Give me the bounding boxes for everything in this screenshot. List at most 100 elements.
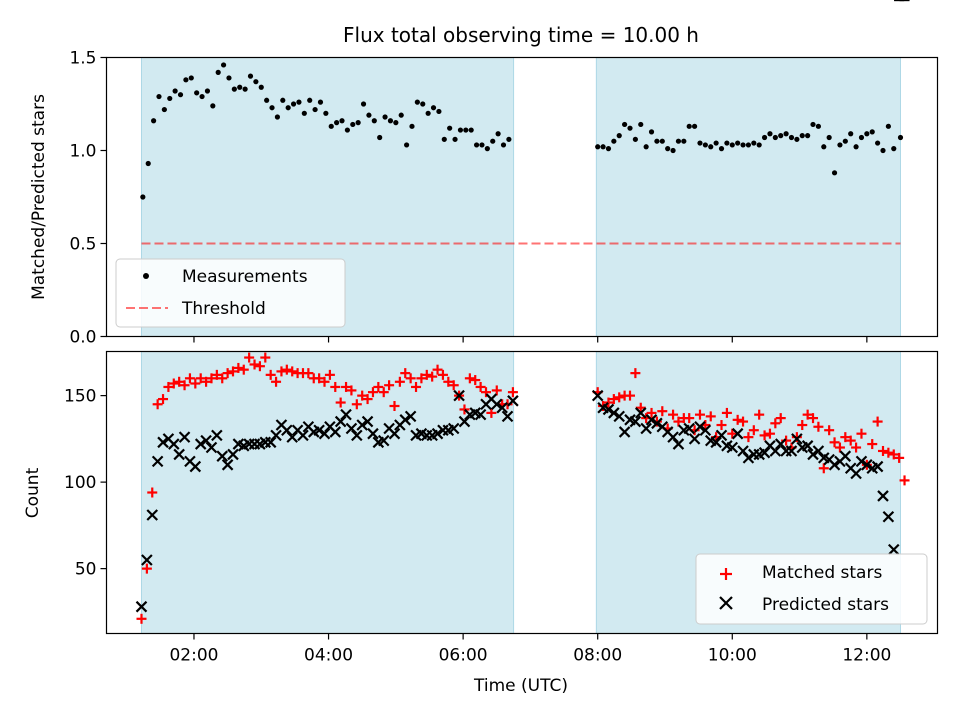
matched-star-point <box>883 447 894 458</box>
measurement-point <box>729 142 735 148</box>
measurement-point <box>242 86 248 92</box>
predicted-star-point <box>640 422 652 435</box>
measurement-point <box>339 118 345 124</box>
matched-star-point <box>222 368 233 379</box>
matched-star-point <box>421 369 432 380</box>
matched-star-point <box>727 428 738 439</box>
measurement-point <box>735 140 741 146</box>
measurement-point <box>794 136 800 142</box>
predicted-star-point <box>672 438 685 450</box>
predicted-star-point <box>205 441 218 454</box>
bottom-legend-box <box>695 553 928 625</box>
predicted-star-point <box>731 427 744 440</box>
matched-star-point <box>802 409 813 420</box>
measurement-point <box>654 138 660 144</box>
matched-star-point <box>721 407 732 418</box>
bottom-x-axis-ticks: 02:00 04:00 06:00 08:00 10:00 12:00 <box>169 633 891 666</box>
matched-star-point <box>770 418 781 429</box>
predicted-star-point <box>270 429 282 442</box>
measurement-point <box>210 103 216 109</box>
predicted-star-point <box>313 424 325 436</box>
matched-star-point <box>867 439 878 450</box>
matched-star-point <box>877 445 888 456</box>
bottom-xtick-label-5: 12:00 <box>842 646 891 666</box>
predicted-star-point <box>361 415 374 428</box>
predicted-star-point <box>861 459 873 471</box>
predicted-star-point <box>634 407 647 419</box>
bottom-ytick-label-1: 100 <box>64 473 96 493</box>
predicted-star-point <box>474 408 487 421</box>
legend-predicted-label: Predicted stars <box>762 595 889 615</box>
bottom-xtick-label-3: 08:00 <box>573 646 622 666</box>
matched-star-point <box>475 381 486 392</box>
bottom-xtick-label-2: 06:00 <box>439 646 488 666</box>
measurement-point <box>447 125 453 131</box>
matched-star-point <box>217 373 228 384</box>
measurement-point <box>506 136 512 142</box>
predicted-star-point <box>216 450 229 462</box>
matched-star-point <box>265 369 276 380</box>
predicted-star-point <box>882 510 895 523</box>
matched-star-point <box>754 409 765 420</box>
matched-star-point <box>324 369 335 380</box>
matched-star-point <box>481 387 492 398</box>
predicted-star-point <box>404 410 417 423</box>
predicted-star-point <box>694 420 706 433</box>
measurement-point <box>172 88 178 94</box>
measurement-point <box>199 93 205 100</box>
measurement-point <box>156 93 162 100</box>
measurement-point <box>697 140 703 146</box>
measurement-point <box>600 144 606 150</box>
measurement-point <box>317 99 324 105</box>
measurement-point <box>473 142 480 148</box>
predicted-star-point <box>618 426 631 438</box>
predicted-star-point <box>645 414 658 426</box>
matched-star-point <box>657 406 668 417</box>
predicted-star-point <box>447 422 460 435</box>
matched-star-point <box>373 381 384 392</box>
measurement-point <box>307 97 313 103</box>
measurement-point <box>622 121 628 128</box>
matched-star-point <box>743 432 754 443</box>
measurement-point <box>479 142 485 148</box>
predicted-star-point <box>151 455 164 468</box>
measurement-point <box>194 90 200 96</box>
matched-star-point <box>470 375 481 386</box>
matched-star-point <box>635 402 646 413</box>
measurement-point <box>858 134 865 141</box>
matched-star-point <box>357 390 368 401</box>
bottom-y-axis-ticks: 50 100 150 <box>64 387 107 580</box>
matched-star-point <box>330 381 341 392</box>
predicted-star-points <box>135 0 910 613</box>
matched-star-point <box>281 364 292 375</box>
measurement-point <box>761 134 768 141</box>
measurement-point <box>161 106 167 113</box>
measurement-point <box>436 108 442 115</box>
bottom-xtick-label-4: 10:00 <box>708 646 757 666</box>
measurement-point <box>420 101 426 107</box>
predicted-star-point <box>850 467 862 480</box>
measurement-point <box>643 144 649 150</box>
measurement-point <box>382 114 388 120</box>
matched-star-point <box>856 428 867 439</box>
matched-star-point <box>276 366 287 377</box>
predicted-star-point <box>377 434 390 447</box>
matched-star-point <box>603 397 614 408</box>
predicted-star-point <box>351 429 363 442</box>
matched-star-point <box>614 392 625 403</box>
predicted-star-point <box>146 509 159 521</box>
matched-star-point <box>195 373 206 384</box>
measurement-point <box>414 99 420 105</box>
predicted-star-point <box>189 460 202 473</box>
measurement-point <box>783 131 789 137</box>
matched-star-point <box>314 373 325 384</box>
matched-star-point <box>705 411 716 422</box>
matched-star-point <box>271 376 282 387</box>
matched-star-point <box>303 368 314 379</box>
top-legend: Measurements Threshold <box>115 258 346 328</box>
measurement-point <box>183 77 189 83</box>
measurement-point <box>500 142 507 148</box>
measurement-point <box>247 73 254 79</box>
matched-star-point <box>491 385 502 396</box>
